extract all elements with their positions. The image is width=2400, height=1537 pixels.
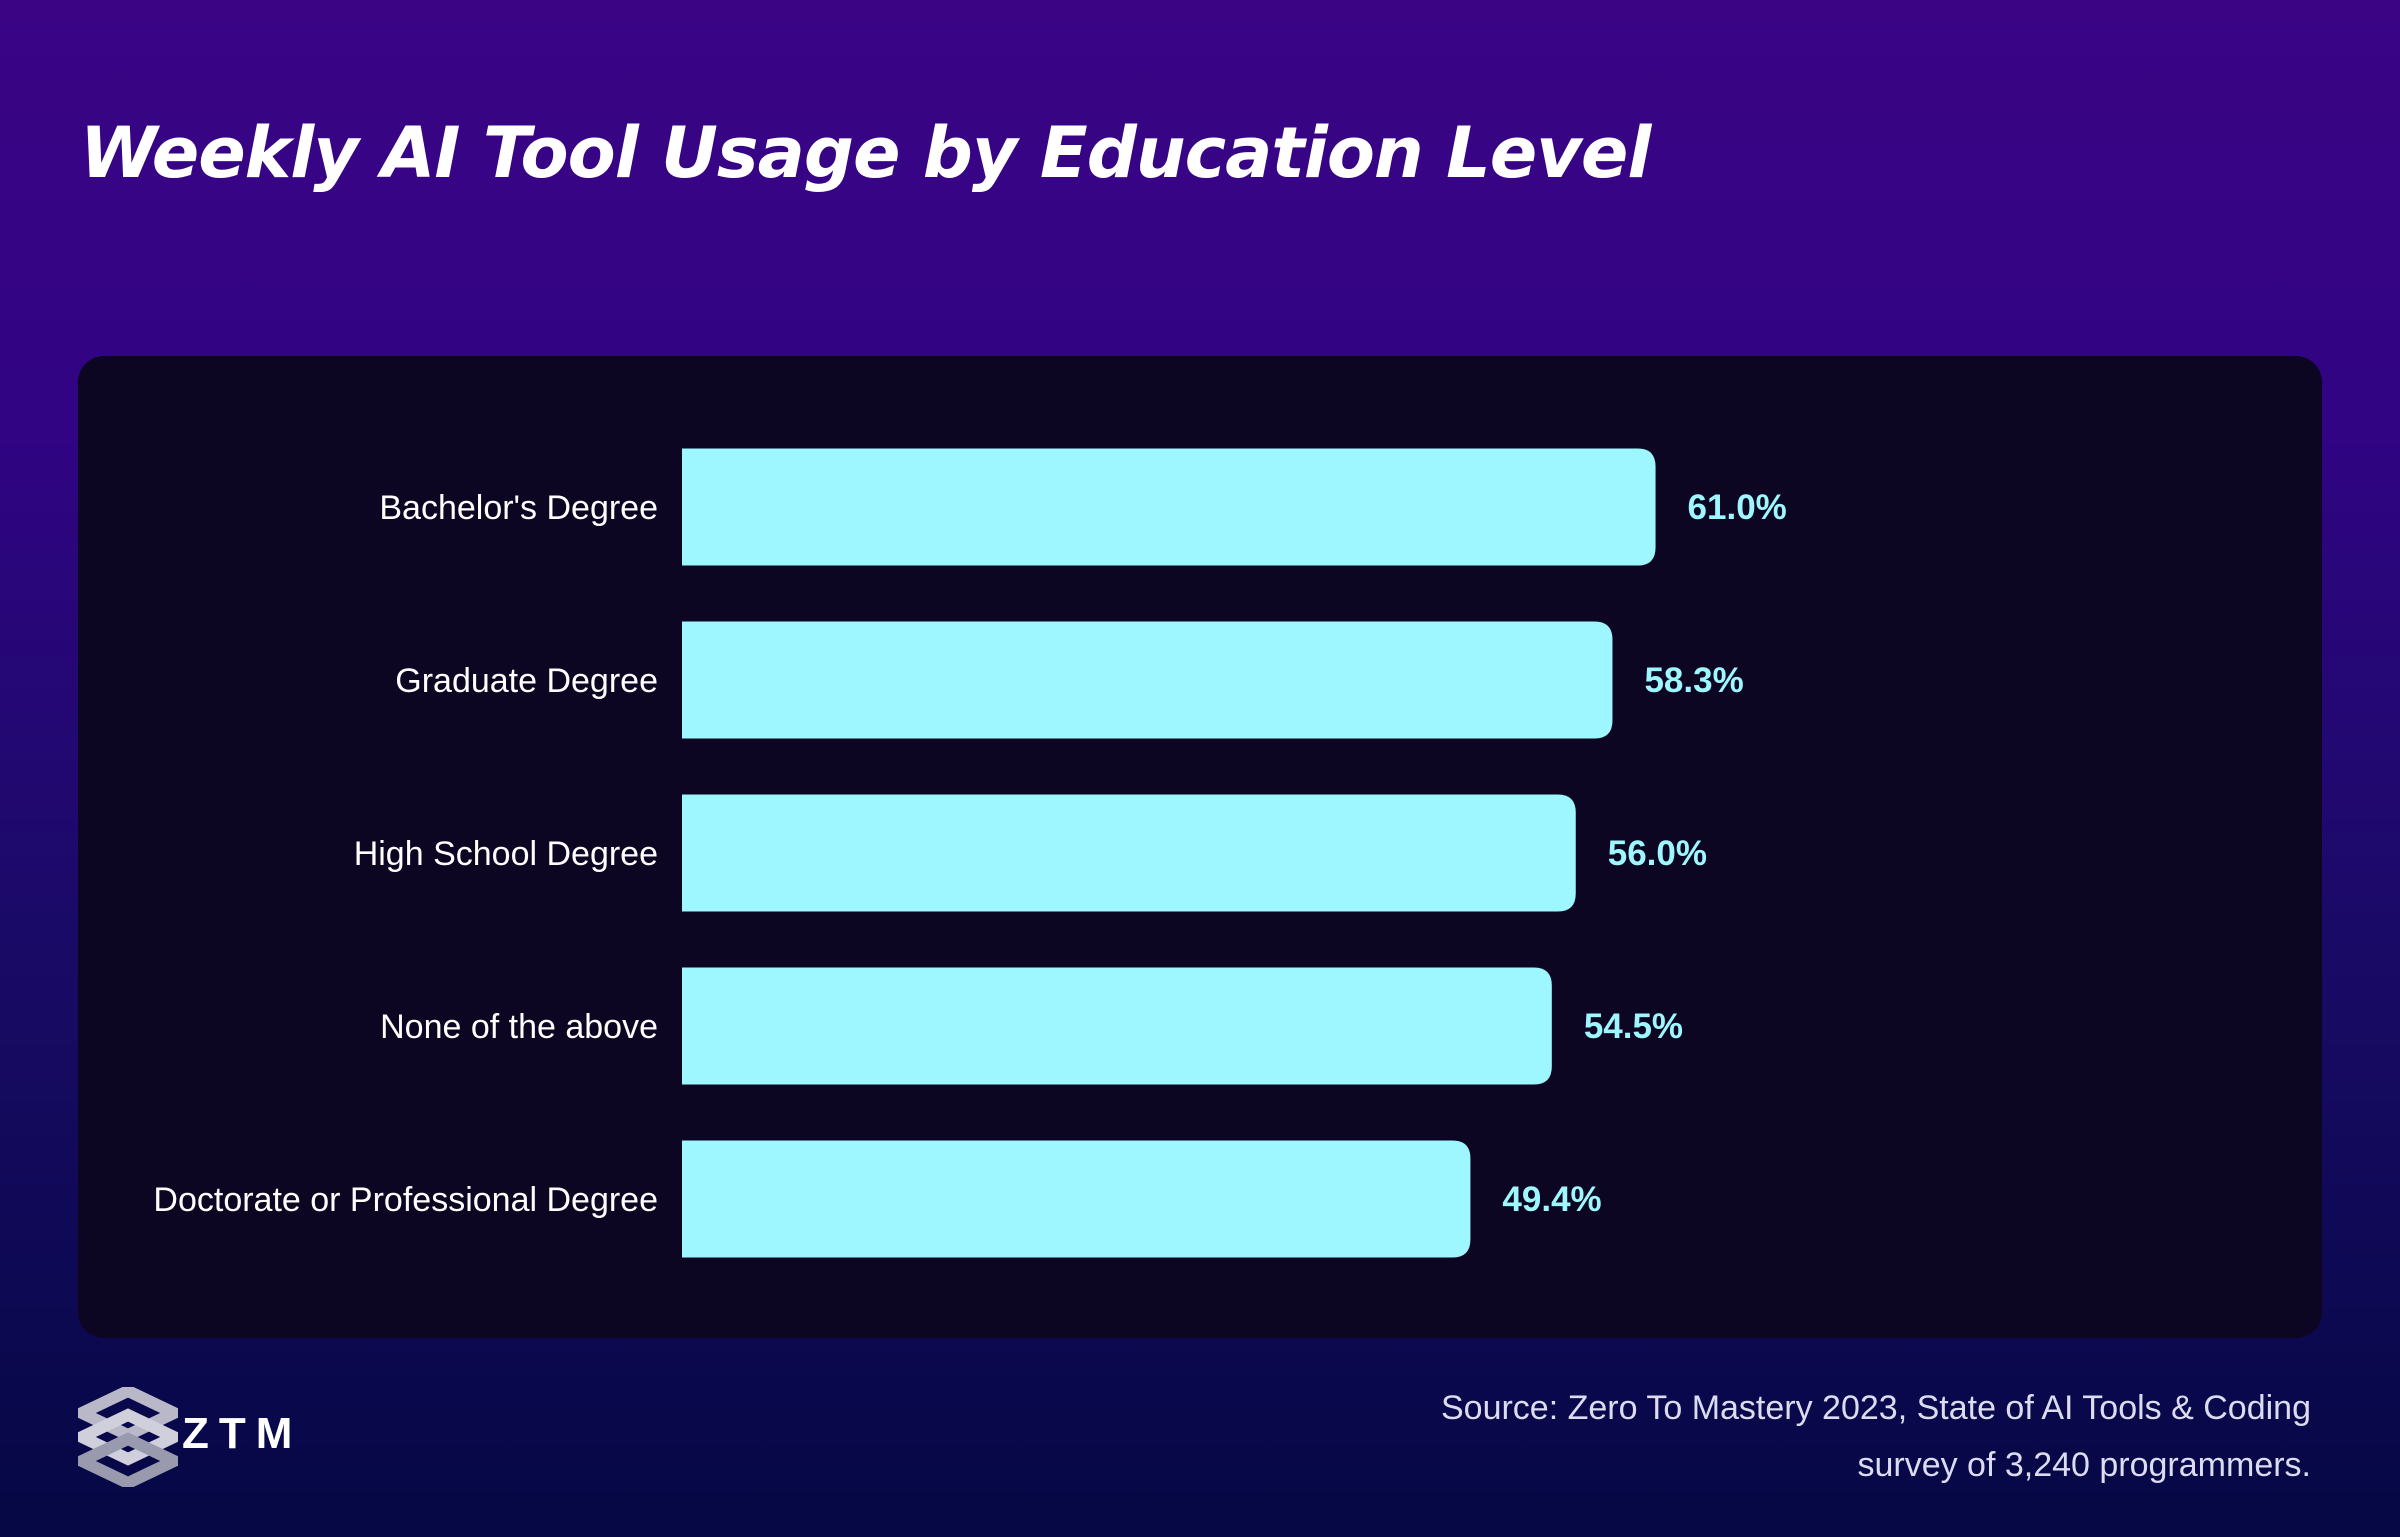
value-label-doctorate-or-professional-degree: 49.4% (1502, 1180, 1601, 1219)
chart-title: Weekly AI Tool Usage by Education Level (80, 112, 1651, 194)
bar-graduate-degree (682, 621, 1613, 739)
bar-doctorate-or-professional-degree (682, 1140, 1471, 1258)
chart-panel: Bachelor's Degree 61.0% Graduate Degree 58.… (78, 356, 2322, 1338)
value-label-none-of-the-above: 54.5% (1584, 1007, 1683, 1046)
ztm-cube-logo-icon (68, 1384, 188, 1490)
category-label-doctorate-or-professional-degree: Doctorate or Professional Degree (153, 1181, 658, 1219)
bar-none-of-the-above (682, 967, 1552, 1085)
category-label-graduate-degree: Graduate Degree (395, 662, 658, 700)
value-label-high-school-degree: 56.0% (1608, 834, 1707, 873)
value-label-graduate-degree: 58.3% (1644, 661, 1743, 700)
category-label-none-of-the-above: None of the above (380, 1008, 658, 1046)
ztm-logo: ZTM (68, 1384, 298, 1490)
bar-high-school-degree (682, 794, 1576, 912)
category-label-high-school-degree: High School Degree (354, 835, 658, 873)
source-line-2: survey of 3,240 programmers. (1857, 1446, 2311, 1484)
source-line-1: Source: Zero To Mastery 2023, State of A… (1440, 1389, 2311, 1427)
bar-chart: Bachelor's Degree 61.0% Graduate Degree 58.… (153, 448, 1787, 1258)
value-label-bachelor-s-degree: 61.0% (1688, 488, 1787, 527)
logo-text: ZTM (182, 1409, 303, 1458)
category-label-bachelor-s-degree: Bachelor's Degree (379, 489, 658, 527)
source-note: Source: Zero To Mastery 2023, State of A… (1211, 1380, 2311, 1494)
bar-bachelor-s-degree (682, 448, 1656, 566)
